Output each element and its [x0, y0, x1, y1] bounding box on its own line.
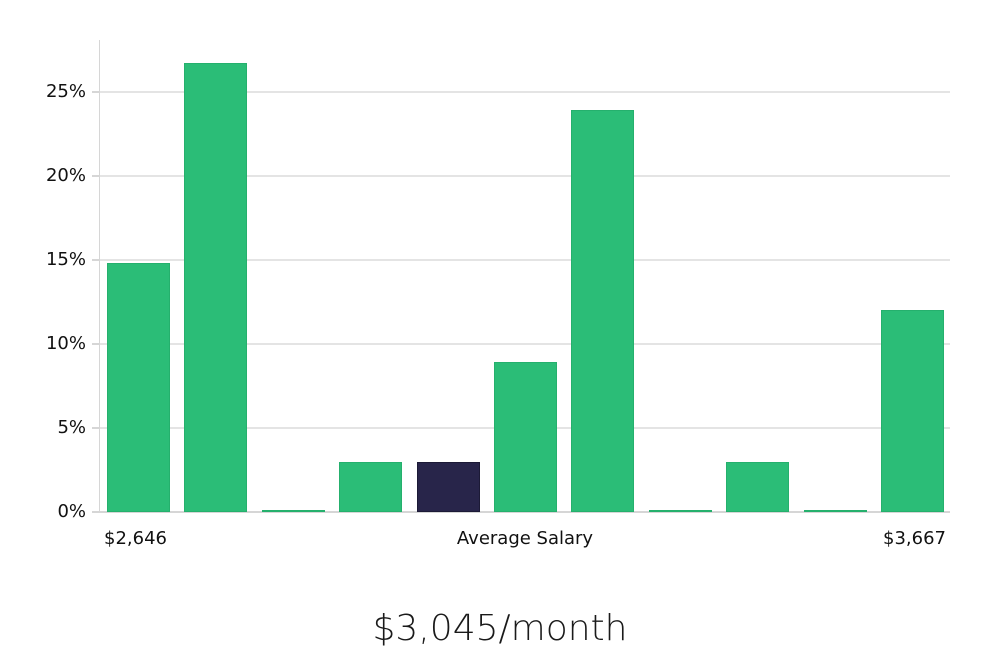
x-min-label: $2,646: [104, 528, 167, 549]
histogram-bar: [571, 110, 635, 512]
y-tick: [92, 175, 100, 177]
y-tick-label: 10%: [45, 333, 86, 354]
histogram-bar: [184, 63, 248, 512]
histogram-bar: [494, 362, 557, 512]
histogram-bar: [107, 263, 170, 512]
x-axis-title: Average Salary: [456, 528, 594, 549]
histogram-bar: [339, 461, 403, 512]
y-tick: [92, 427, 100, 429]
histogram-bar: [881, 310, 944, 512]
x-max-label: $3,667: [883, 528, 946, 549]
y-tick: [92, 91, 100, 93]
x-axis-line: [100, 511, 950, 513]
y-tick-label: 15%: [45, 249, 86, 270]
y-tick-label: 5%: [57, 417, 86, 438]
highlighted-bar: [416, 461, 480, 512]
y-tick-label: 20%: [45, 165, 86, 186]
gridline: [100, 91, 950, 93]
salary-histogram: 0% 5% 10% 15% 20% 25% $2,646 Average Salary $…: [45, 40, 950, 549]
y-axis-line: [99, 40, 100, 513]
histogram-bar: [726, 461, 790, 512]
y-tick-label: 25%: [45, 81, 86, 102]
histogram-bar: [648, 510, 712, 512]
gridline: [100, 175, 950, 177]
histogram-bar: [803, 510, 867, 512]
gridline: [100, 259, 950, 261]
y-tick: [92, 343, 100, 345]
y-tick-label: 0%: [57, 501, 86, 522]
y-tick: [92, 259, 100, 261]
y-tick: [92, 511, 100, 513]
average-salary-value: $3,045/month: [372, 608, 628, 649]
gridline: [100, 343, 950, 345]
histogram-bar: [261, 510, 325, 512]
